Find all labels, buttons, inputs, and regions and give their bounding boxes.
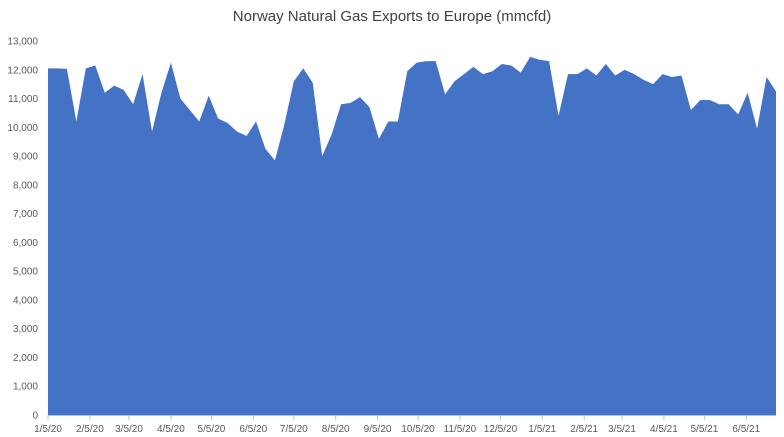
y-tick-label: 0 <box>32 411 38 422</box>
y-tick-label: 3,000 <box>13 324 38 335</box>
x-tick-label: 3/5/20 <box>115 424 143 435</box>
y-tick-label: 1,000 <box>13 382 38 393</box>
x-tick-label: 5/5/20 <box>198 424 226 435</box>
x-tick-label: 7/5/20 <box>280 424 308 435</box>
y-tick-label: 11,000 <box>8 94 38 105</box>
x-tick-label: 8/5/20 <box>322 424 350 435</box>
y-tick-label: 12,000 <box>7 65 38 76</box>
x-tick-label: 5/5/21 <box>691 424 719 435</box>
y-tick-label: 7,000 <box>13 209 38 220</box>
y-tick-label: 8,000 <box>13 180 38 191</box>
x-tick-label: 2/5/21 <box>570 424 598 435</box>
x-tick-label: 6/5/20 <box>239 424 267 435</box>
x-tick-label: 4/5/21 <box>650 424 678 435</box>
chart-title: Norway Natural Gas Exports to Europe (mm… <box>232 8 552 25</box>
x-tick-label: 1/5/21 <box>528 424 556 435</box>
x-tick-label: 4/5/20 <box>157 424 185 435</box>
y-tick-label: 4,000 <box>13 295 38 306</box>
y-tick-label: 2,000 <box>13 353 38 364</box>
y-tick-label: 5,000 <box>13 267 38 278</box>
y-tick-label: 13,000 <box>7 37 38 48</box>
x-tick-label: 3/5/21 <box>608 424 636 435</box>
y-tick-label: 9,000 <box>13 152 38 163</box>
x-tick-label: 1/5/20 <box>34 424 62 435</box>
x-tick-label: 12/5/20 <box>484 424 518 435</box>
y-tick-label: 10,000 <box>7 123 38 134</box>
y-tick-label: 6,000 <box>13 238 38 249</box>
x-tick-label: 9/5/20 <box>364 424 392 435</box>
x-tick-label: 11/5/20 <box>444 424 477 435</box>
x-tick-label: 10/5/20 <box>401 424 435 435</box>
area-series <box>48 56 776 415</box>
x-tick-label: 2/5/20 <box>76 424 104 435</box>
x-tick-label: 6/5/21 <box>732 424 760 435</box>
